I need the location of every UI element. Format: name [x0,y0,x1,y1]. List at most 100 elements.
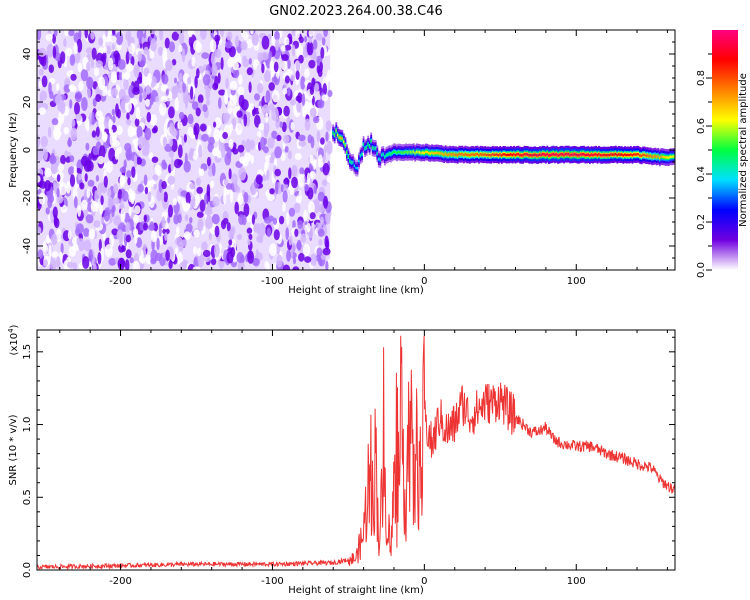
signal-cell [561,153,564,156]
signal-cell [640,154,643,158]
noise-speckle [300,76,306,90]
noise-speckle [274,168,282,177]
noise-speckle [283,105,290,117]
signal-cell [466,153,468,156]
noise-speckle [193,126,197,136]
x-tick-label: -200 [109,576,132,587]
noise-speckle [151,230,157,243]
noise-speckle [52,45,57,59]
noise-speckle [292,257,297,265]
signal-cell [581,153,584,156]
noise-speckle [317,99,325,109]
noise-speckle [282,201,286,213]
noise-speckle [77,205,82,217]
signal-cell [397,150,400,154]
noise-speckle [303,209,308,222]
signal-cell [475,153,477,156]
noise-speckle [236,234,243,240]
noise-speckle [288,235,293,246]
figure-title: GN02.2023.264.00.38.C46 [269,4,443,19]
signal-cell [654,154,657,158]
noise-speckle [185,223,193,233]
noise-speckle [144,127,152,141]
signal-cell [507,153,509,157]
noise-speckle [210,180,215,189]
noise-speckle [191,56,196,67]
signal-cell [517,152,520,156]
noise-speckle [65,47,73,57]
signal-cell [423,151,426,155]
signal-cell [393,150,395,153]
noise-speckle [142,243,147,250]
noise-speckle [258,234,264,244]
noise-speckle [67,136,72,148]
noise-speckle [214,117,222,129]
noise-speckle [185,95,188,110]
noise-speckle [285,211,290,226]
signal-cell [502,153,505,156]
noise-speckle [97,252,102,265]
noise-speckle [66,261,74,269]
noise-speckle [123,159,127,169]
noise-speckle [144,186,149,195]
noise-speckle [37,175,41,183]
noise-speckle [125,249,132,259]
noise-speckle [99,145,106,160]
signal-cell [379,158,382,161]
noise-speckle [214,243,220,258]
noise-speckle [253,114,261,128]
noise-speckle [145,85,151,95]
noise-speckle [295,70,300,80]
noise-speckle [280,45,286,52]
noise-speckle [91,130,97,138]
noise-speckle [218,89,226,96]
signal-cell [456,154,459,157]
noise-speckle [81,97,88,112]
noise-speckle [125,234,131,243]
noise-speckle [94,190,99,204]
noise-speckle [241,99,249,111]
noise-speckle [56,256,61,269]
noise-speckle [317,191,326,202]
signal-cell [616,153,619,157]
noise-speckle [97,182,106,192]
noise-speckle [284,75,290,84]
noise-speckle [324,235,329,249]
noise-speckle [37,149,43,162]
noise-speckle [38,47,47,58]
noise-speckle [53,30,58,37]
noise-speckle [119,167,127,173]
signal-cell [575,153,578,156]
noise-speckle [286,249,291,262]
noise-speckle [325,120,332,132]
noise-speckle [133,64,140,78]
noise-speckle [196,247,202,257]
signal-cell [546,152,549,156]
noise-speckle [56,174,61,183]
noise-speckle [245,138,252,153]
noise-speckle [257,52,264,62]
noise-speckle [108,258,117,266]
signal-cell [446,153,448,156]
noise-speckle [202,249,211,258]
signal-cell [617,153,620,156]
noise-speckle [117,59,126,70]
noise-speckle [278,107,282,115]
noise-speckle [265,112,269,124]
signal-cell [648,154,651,158]
noise-speckle [110,71,117,84]
signal-cell [669,155,672,158]
y-tick-label: 40 [22,48,33,61]
signal-cell [569,153,572,157]
noise-speckle [309,85,315,96]
signal-cell [414,151,417,155]
noise-speckle [163,122,168,136]
noise-speckle [53,181,57,192]
noise-speckle [298,140,307,147]
signal-cell [464,152,467,156]
signal-cell [646,154,649,157]
signal-cell [400,151,403,154]
signal-cell [356,167,359,170]
noise-speckle [51,251,59,258]
signal-cell [344,144,347,147]
